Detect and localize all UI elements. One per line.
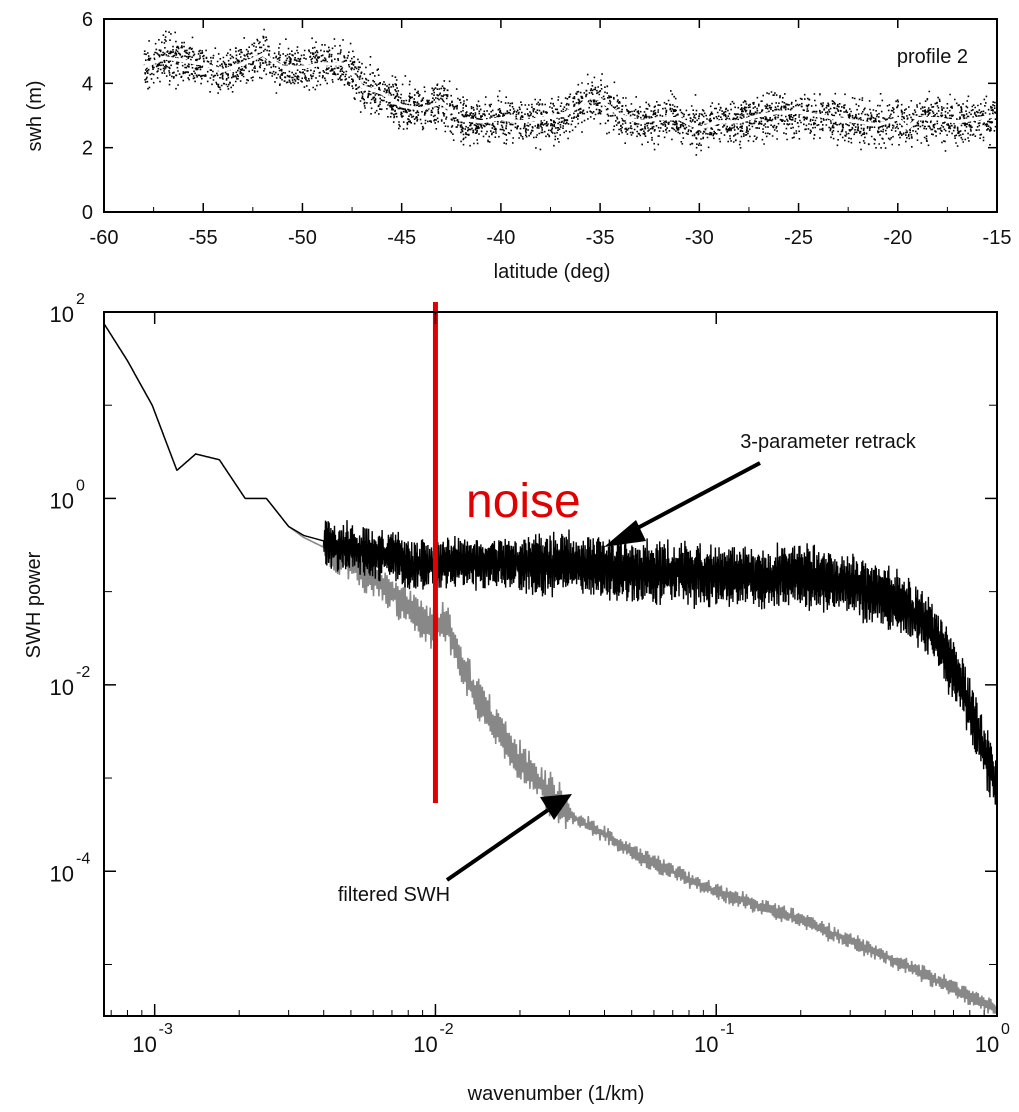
top-y-axis-label: swh (m) [24,80,46,151]
swh-observation-points [143,28,997,156]
bottom-y-tick-label-base: 10 [50,861,74,886]
top-x-tick-label: -35 [586,227,615,249]
bottom-x-tick-label-base: 10 [975,1032,999,1057]
bottom-x-tick-label-exponent: -3 [159,1021,173,1038]
top-x-tick-label: -15 [983,227,1012,249]
retrack-arrow-shaft [629,461,761,534]
top-y-tick-label: 0 [82,202,93,224]
bottom-y-tick-label-base: 10 [50,488,74,513]
bottom-y-axis-label: SWH power [23,551,45,658]
top-x-tick-label: -55 [189,227,218,249]
top-x-tick-label: -40 [486,227,515,249]
bottom-y-tick-label-exponent: -2 [76,664,90,681]
bottom-x-tick-label-base: 10 [413,1032,437,1057]
filtered-swh-spectrum-line [103,323,997,1014]
top-x-tick-label: -50 [288,227,317,249]
top-x-tick-label: -20 [883,227,912,249]
top-y-tick-label: 4 [82,73,93,95]
top-x-tick-label: -30 [685,227,714,249]
bottom-x-tick-label-exponent: -2 [439,1021,453,1038]
bottom-y-tick-label-exponent: 0 [76,477,85,494]
top-x-tick-label: -45 [387,227,416,249]
filtered-arrow-head [540,794,572,820]
bottom-y-tick-label-base: 10 [50,302,74,327]
bottom-x-tick-label-base: 10 [694,1032,718,1057]
bottom-x-tick-label-base: 10 [132,1032,156,1057]
bottom-y-tick-label-exponent: 2 [76,291,85,308]
bottom-x-tick-label-exponent: 0 [1001,1021,1010,1038]
top-axis-ticks: -60 -55 -50 -45 -40 -35 -30 -25 -20 -15 0 2 4 6 [82,9,1012,249]
top-x-tick-label: -25 [784,227,813,249]
bottom-y-tick-label-base: 10 [50,675,74,700]
bottom-plot-frame [103,311,998,1017]
top-plot-data [142,28,998,156]
top-x-axis-label: latitude (deg) [494,261,611,283]
top-y-tick-label: 6 [82,9,93,31]
retrack-annotation: 3-parameter retrack [740,431,917,453]
bottom-plot-data [103,302,998,1014]
swh-latitude-panel: -60 -55 -50 -45 -40 -35 -30 -25 -20 -15 0 2 4 6 profi… [24,9,1011,283]
bottom-y-tick-label-exponent: -4 [76,850,90,867]
retrack-spectrum-line [103,323,998,805]
filtered-annotation: filtered SWH [338,884,450,906]
retrack-arrow-head [604,520,646,547]
filtered-arrow-shaft [445,808,550,882]
bottom-x-axis-label: wavenumber (1/km) [467,1083,645,1105]
noise-label: noise [466,475,581,528]
swh-smoothed-line [142,52,998,131]
bottom-x-tick-label-exponent: -1 [720,1021,734,1038]
top-y-tick-label: 2 [82,138,93,160]
top-x-tick-label: -60 [90,227,119,249]
profile-label: profile 2 [897,46,968,68]
